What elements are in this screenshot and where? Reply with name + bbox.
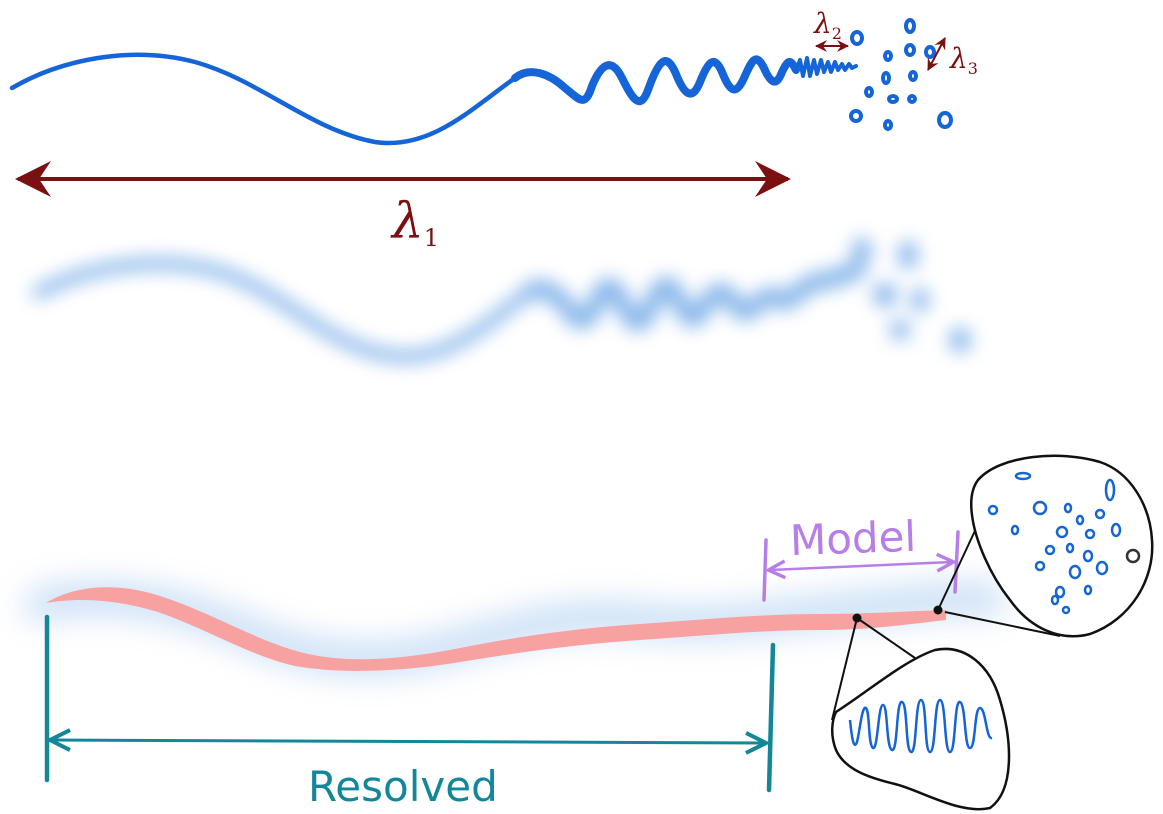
smoothed-path <box>46 587 946 671</box>
eddy <box>1094 508 1106 520</box>
eddy <box>1034 560 1046 572</box>
lambda1-label: λ1 <box>390 192 439 252</box>
eddy <box>1014 471 1032 481</box>
oscillation-wave <box>848 698 994 754</box>
eddy <box>850 30 864 46</box>
lambda3-label: λ3 <box>949 42 978 78</box>
eddy <box>1050 594 1060 606</box>
eddy <box>1063 502 1073 514</box>
oscillation-inset <box>831 613 1011 811</box>
eddies <box>849 18 953 131</box>
eddy <box>907 94 917 104</box>
eddy <box>1044 544 1056 556</box>
eddy <box>937 111 953 129</box>
eddies-inset <box>933 454 1154 638</box>
eddy <box>1065 542 1075 554</box>
eddy <box>881 71 891 85</box>
medium-scale-wave <box>511 55 800 106</box>
eddy <box>1104 478 1116 502</box>
eddy <box>1075 514 1085 526</box>
lambda-annotations: λ1 λ2 λ3 <box>15 7 978 252</box>
eddy <box>1125 548 1141 564</box>
large-scale-wave <box>9 52 518 146</box>
eddy <box>1032 500 1048 516</box>
eddy <box>1054 585 1066 599</box>
small-scale-wave <box>794 56 858 78</box>
eddy <box>924 45 936 59</box>
resolved-label: Resolved <box>308 762 498 811</box>
eddy <box>908 70 918 82</box>
lambda2-label: λ2 <box>813 7 842 43</box>
eddy <box>1082 549 1094 563</box>
eddy <box>864 86 874 98</box>
eddy <box>1110 522 1122 538</box>
eddy <box>1010 524 1020 536</box>
model-bracket: Model <box>762 512 960 602</box>
sharp-wave <box>9 52 858 146</box>
eddy <box>883 50 893 62</box>
eddy <box>849 109 863 123</box>
eddy <box>1083 584 1093 596</box>
eddy <box>887 94 899 104</box>
blurred-wave <box>32 238 971 363</box>
resolved-bracket: Resolved <box>44 614 776 811</box>
eddy <box>1068 564 1082 580</box>
eddy <box>1061 605 1071 615</box>
eddy <box>904 43 916 57</box>
eddy <box>883 119 893 131</box>
model-label: Model <box>789 512 917 565</box>
eddy <box>904 18 916 34</box>
eddy <box>1055 525 1069 539</box>
eddy <box>987 504 999 516</box>
lambda3-arrow <box>927 37 946 71</box>
eddy <box>1095 560 1109 576</box>
eddy <box>1084 528 1096 540</box>
